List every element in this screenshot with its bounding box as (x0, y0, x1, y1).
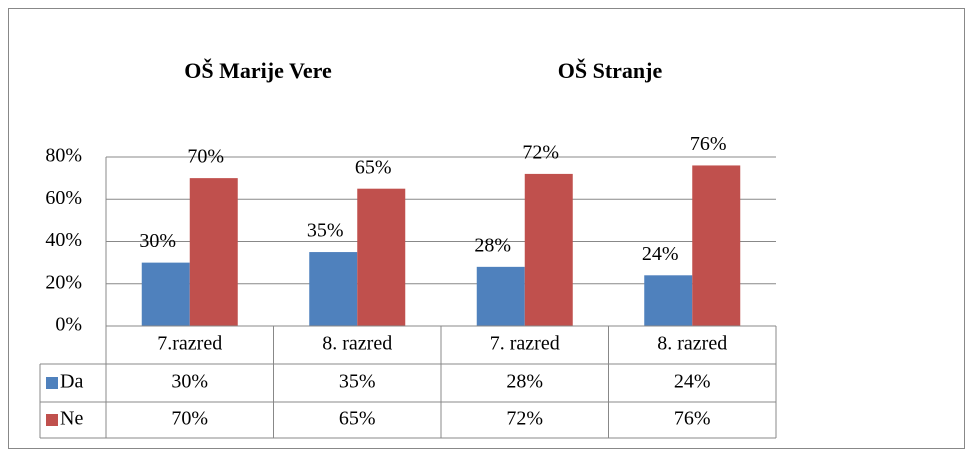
y-tick-label: 80% (45, 145, 82, 167)
y-tick-label: 40% (45, 229, 82, 251)
group-title: OŠ Marije Vere (184, 58, 332, 83)
table-cell: 30% (171, 371, 208, 393)
bar (524, 173, 573, 326)
data-label: 35% (307, 220, 344, 242)
bar (189, 178, 238, 326)
x-tick-label: 7.razred (157, 333, 222, 355)
bar (309, 252, 358, 326)
table-cell: 76% (674, 408, 711, 430)
data-label: 28% (474, 234, 511, 256)
legend-key (46, 414, 58, 426)
bar (644, 275, 693, 326)
table-cell: 28% (506, 371, 543, 393)
chart-border (8, 8, 965, 449)
data-label: 72% (522, 141, 559, 163)
x-tick-label: 8. razred (657, 333, 727, 355)
table-cell: 35% (339, 371, 376, 393)
x-tick-label: 7. razred (490, 333, 560, 355)
table-cell: 65% (339, 408, 376, 430)
bar (476, 266, 525, 326)
data-label: 76% (690, 133, 727, 155)
data-label: 65% (355, 156, 392, 178)
legend-key (46, 377, 58, 389)
table-cell: 72% (506, 408, 543, 430)
bar (357, 188, 406, 326)
data-label: 30% (139, 230, 176, 252)
legend-label: Ne (60, 408, 83, 430)
y-tick-label: 20% (45, 271, 82, 293)
bar (141, 262, 190, 326)
legend-label: Da (60, 371, 83, 393)
table-cell: 24% (674, 371, 711, 393)
group-title: OŠ Stranje (558, 58, 663, 83)
y-tick-label: 60% (45, 187, 82, 209)
x-tick-label: 8. razred (322, 333, 392, 355)
table-cell: 70% (171, 408, 208, 430)
data-label: 70% (187, 146, 224, 168)
y-tick-label: 0% (55, 314, 82, 336)
data-label: 24% (642, 243, 679, 265)
bar (692, 165, 741, 326)
